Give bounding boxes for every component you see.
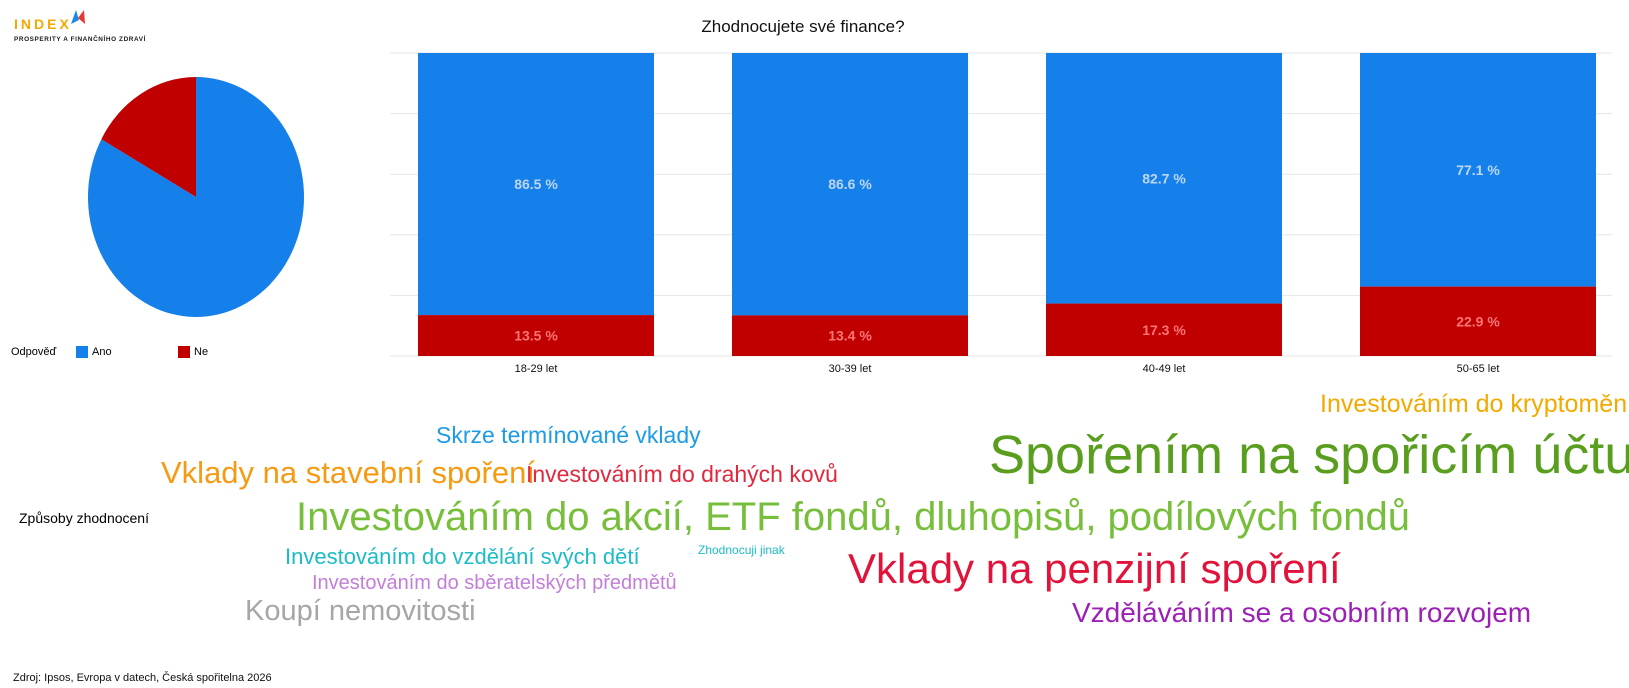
bar-label-ne: 13.5 % <box>514 328 558 344</box>
bar-ano <box>1360 53 1596 287</box>
pie-slice-ano <box>88 77 304 318</box>
bar-label-ne: 22.9 % <box>1456 313 1500 329</box>
bar-label-ne: 17.3 % <box>1142 322 1186 338</box>
bar-ne <box>1046 303 1282 356</box>
cloud-word: Investováním do sběratelských předmětů <box>312 572 677 594</box>
x-tick-label: 40-49 let <box>1143 363 1186 375</box>
logo-mark-icon <box>71 10 85 24</box>
x-tick-label: 18-29 let <box>515 363 558 375</box>
cloud-word: Investováním do kryptoměn <box>1320 390 1628 418</box>
x-tick-label: 30-39 let <box>829 363 872 375</box>
bar-label-ne: 13.4 % <box>828 328 872 344</box>
bar-ano <box>1046 53 1282 304</box>
wordcloud-title: Způsoby zhodnocení <box>19 510 149 526</box>
logo-subtitle: PROSPERITY A FINANČNÍHO ZDRAVÍ <box>14 36 146 43</box>
logo-mark-blue <box>71 10 79 24</box>
bar-ne <box>732 315 968 356</box>
bar-label-ano: 82.7 % <box>1142 170 1186 186</box>
chart-title: Zhodnocujete své finance? <box>701 17 905 36</box>
pie-chart <box>88 77 304 318</box>
bar-label-ano: 86.6 % <box>828 176 872 192</box>
cloud-word: Vzděláváním se a osobním rozvojem <box>1072 597 1532 628</box>
bar-ano <box>732 53 968 316</box>
cloud-word: Vklady na stavební spoření <box>161 455 535 490</box>
legend-swatch-ne <box>178 346 190 358</box>
cloud-word: Investováním do drahých kovů <box>526 461 838 487</box>
cloud-word: Vklady na penzijní spoření <box>848 545 1341 592</box>
source-note: Zdroj: Ipsos, Evropa v datech, Česká spo… <box>13 672 272 684</box>
bar-ano <box>418 53 654 316</box>
x-tick-label: 50-65 let <box>1457 363 1500 375</box>
cloud-word: Skrze termínované vklady <box>436 422 701 448</box>
bar-ne <box>418 315 654 356</box>
bar-label-ano: 86.5 % <box>514 176 558 192</box>
legend-title: Odpověď <box>11 346 57 358</box>
cloud-word: Investováním do vzdělání svých dětí <box>285 544 640 569</box>
legend-label-ne: Ne <box>194 346 209 358</box>
bar-ne <box>1360 286 1596 356</box>
cloud-word: Zhodnocuji jinak <box>698 543 785 557</box>
pie-legend: Odpověď Ano Ne <box>11 346 241 362</box>
logo-wordmark: INDEX <box>14 16 72 32</box>
legend-label-ano: Ano <box>92 346 112 358</box>
stacked-bar-chart: 86.5 % 13.5 % 18-29 let 86.6 % 13.4 % 30-39 l… <box>390 52 1612 375</box>
pie-slice-ne <box>101 77 196 197</box>
cloud-word: Investováním do akcií, ETF fondů, dluhop… <box>296 495 1410 539</box>
bar-label-ano: 77.1 % <box>1456 162 1500 178</box>
legend-swatch-ano <box>76 346 88 358</box>
cloud-word: Koupí nemovitosti <box>245 595 476 627</box>
cloud-word: Spořením na spořicím účtu <box>989 425 1629 485</box>
logo-mark-red <box>78 10 85 24</box>
